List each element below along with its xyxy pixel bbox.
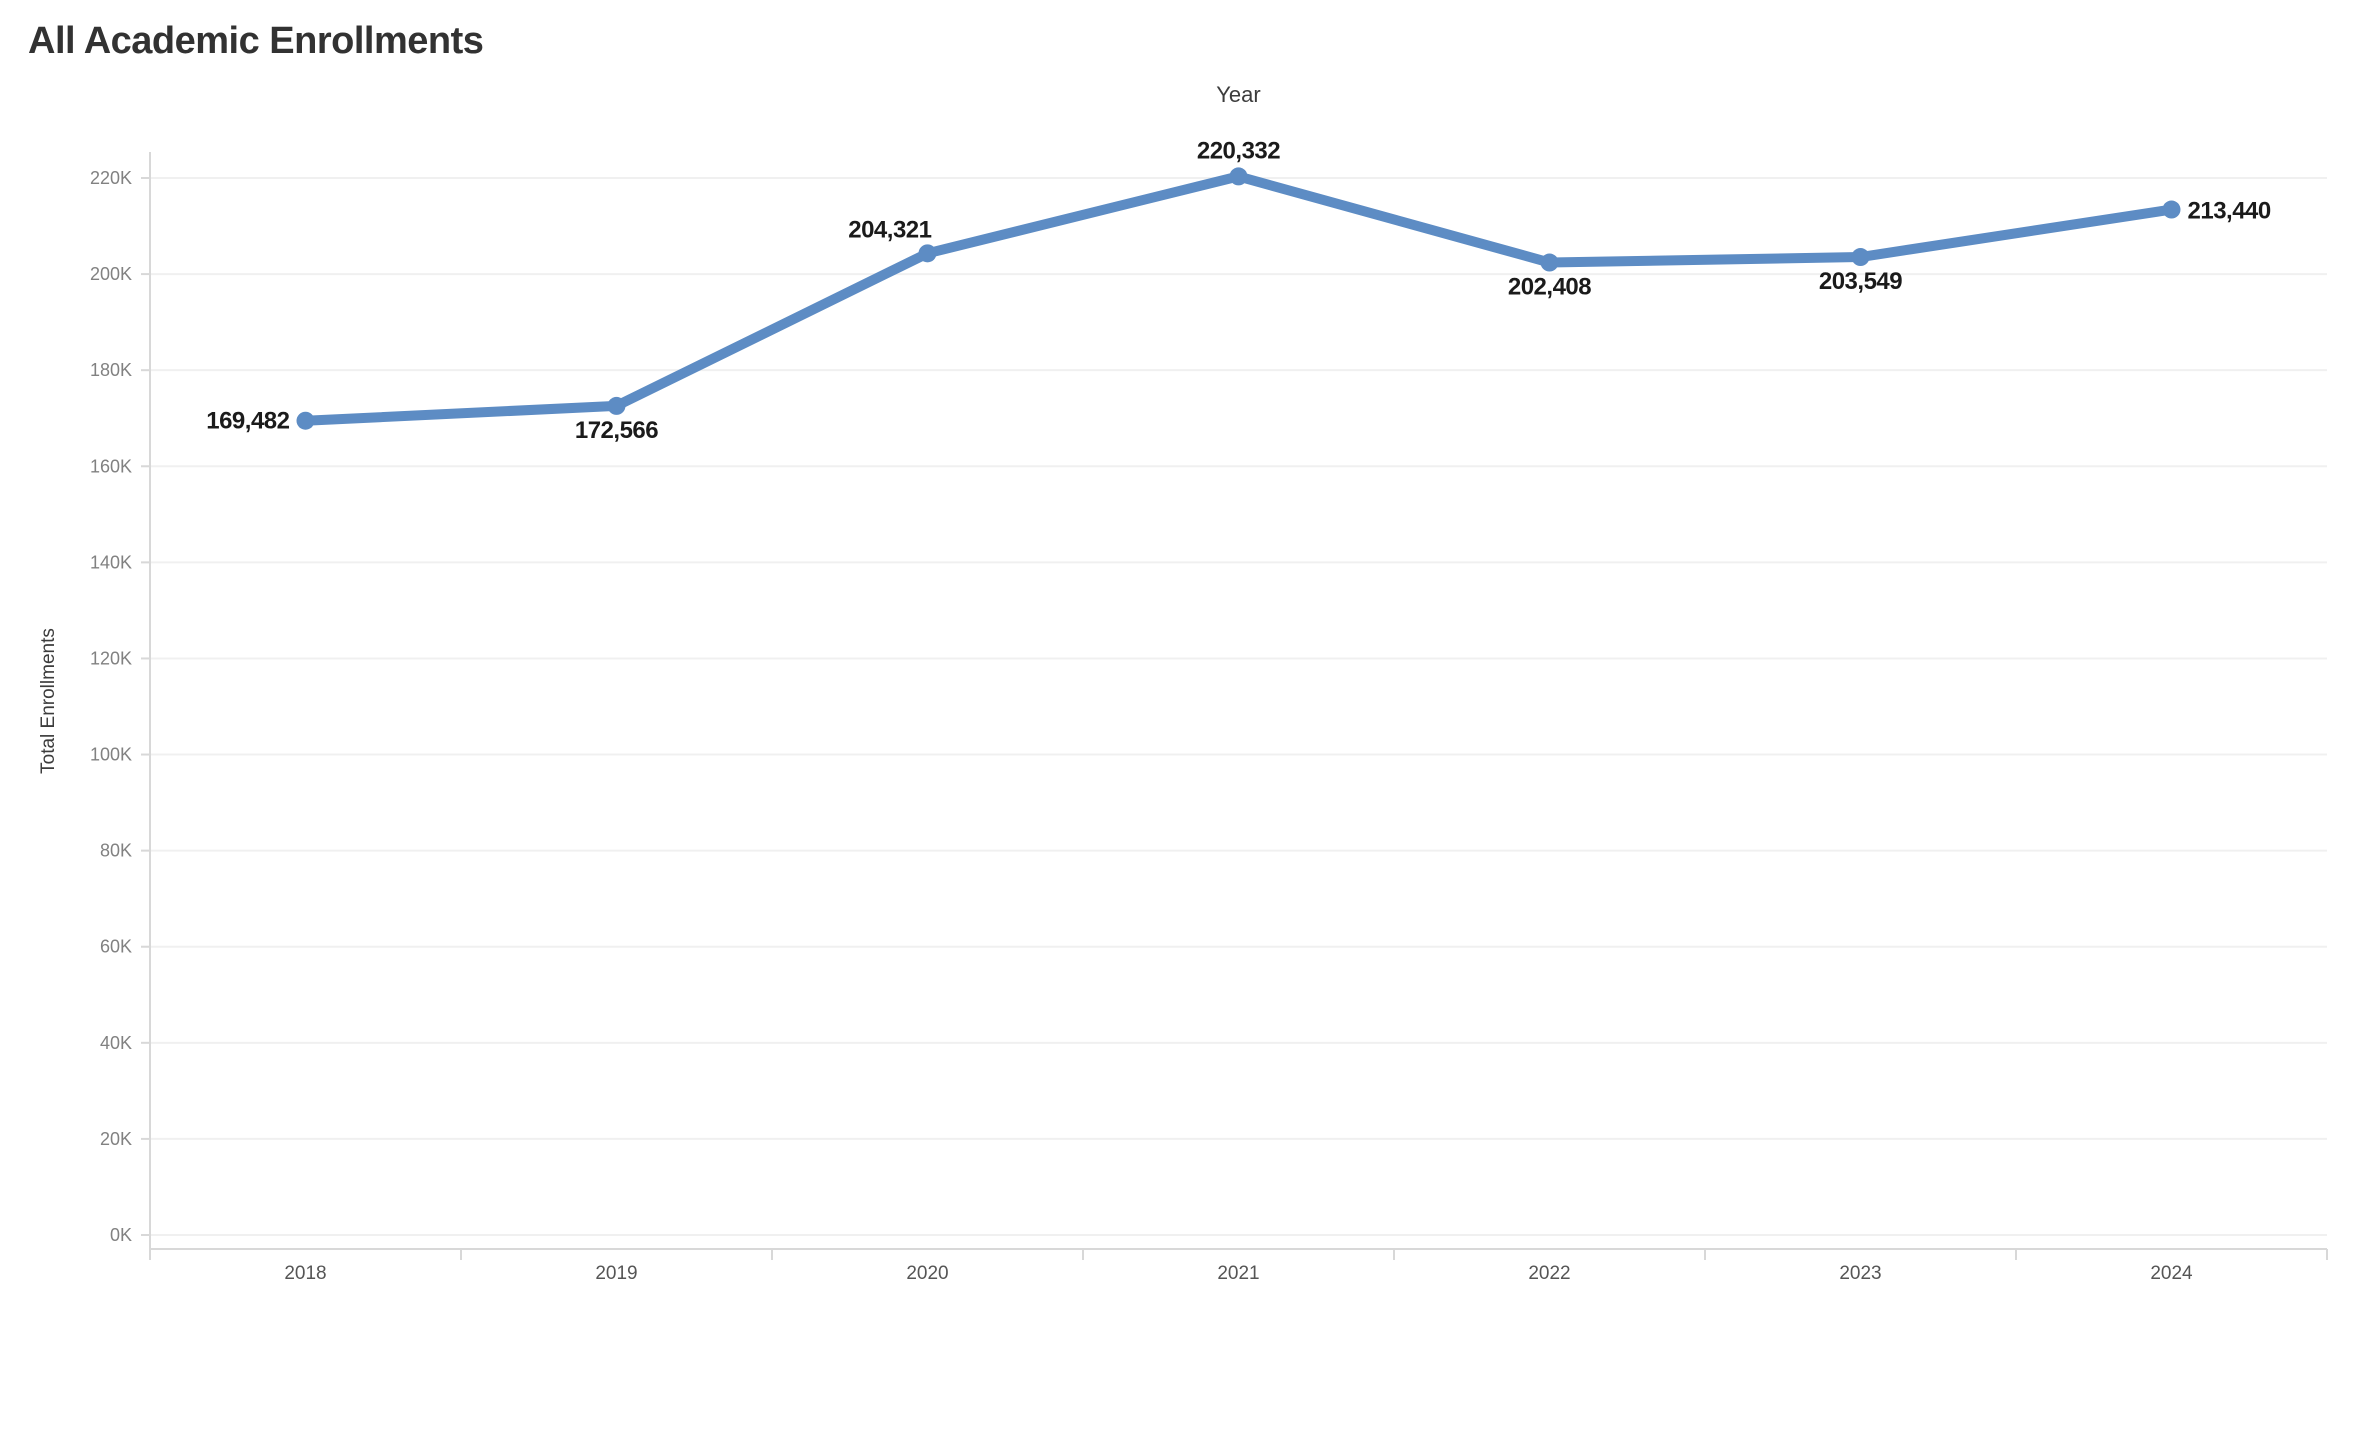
y-tick-label: 180K	[90, 360, 132, 380]
y-tick-label: 20K	[100, 1129, 132, 1149]
y-tick-label: 60K	[100, 937, 132, 957]
data-point-label: 172,566	[575, 417, 658, 444]
y-tick-label: 200K	[90, 264, 132, 284]
y-tick-label: 40K	[100, 1033, 132, 1053]
x-tick-label-year[interactable]: 2024	[2150, 1263, 2193, 1284]
y-tick-label: 100K	[90, 745, 132, 765]
data-point[interactable]	[1229, 167, 1248, 186]
data-point-label: 203,549	[1819, 268, 1902, 295]
x-tick-label-year[interactable]: 2021	[1217, 1263, 1259, 1284]
data-point-label: 169,482	[206, 408, 289, 435]
x-tick-label-year[interactable]: 2023	[1839, 1263, 1881, 1284]
y-tick-label: 80K	[100, 841, 132, 861]
data-point-label: 213,440	[2188, 198, 2271, 225]
data-point-label: 204,321	[848, 216, 931, 243]
data-point[interactable]	[607, 396, 626, 415]
y-tick-label: 0K	[110, 1225, 132, 1245]
data-point-label: 220,332	[1197, 137, 1280, 164]
x-tick-label-year[interactable]: 2019	[595, 1263, 637, 1284]
y-tick-label: 140K	[90, 552, 132, 572]
x-axis-field-label: Year	[1216, 82, 1261, 107]
data-point-label: 202,408	[1508, 274, 1591, 301]
data-point[interactable]	[918, 244, 937, 263]
y-tick-label: 160K	[90, 456, 132, 476]
y-tick-label: 120K	[90, 648, 132, 668]
x-tick-label-year[interactable]: 2018	[284, 1263, 326, 1284]
data-point[interactable]	[296, 411, 315, 430]
data-point[interactable]	[1851, 248, 1870, 267]
series-line[interactable]	[300, 171, 2177, 426]
x-tick-label-year[interactable]: 2022	[1528, 1263, 1570, 1284]
chart-title: All Academic Enrollments	[28, 20, 484, 62]
y-tick-label: 220K	[90, 168, 132, 188]
data-point[interactable]	[2162, 200, 2181, 219]
data-point[interactable]	[1540, 253, 1559, 272]
x-tick-label-year[interactable]: 2020	[906, 1263, 948, 1284]
